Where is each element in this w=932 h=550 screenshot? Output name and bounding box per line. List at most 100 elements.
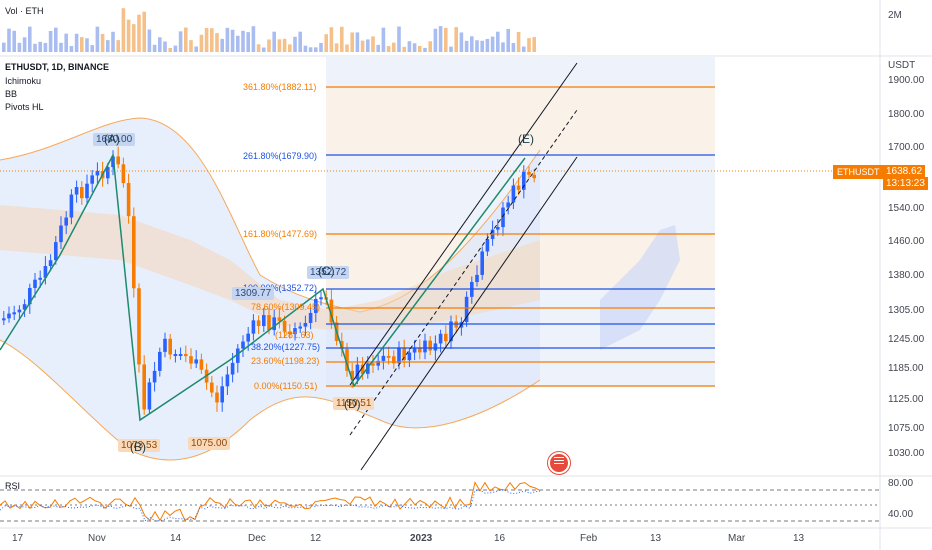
current-price-tag: 1638.62 xyxy=(883,165,926,178)
volume-bar xyxy=(267,39,271,52)
volume-bar xyxy=(386,46,391,52)
price-tick: 1460.00 xyxy=(888,236,925,247)
indicator-ichimoku[interactable]: Ichimoku xyxy=(5,76,42,86)
candle-body xyxy=(168,338,172,355)
fib-label-2618: 261.80%(1679.90) xyxy=(243,151,318,161)
volume-bar xyxy=(272,31,276,52)
candle-body xyxy=(137,288,141,365)
volume-bar xyxy=(288,44,292,52)
volume-bar xyxy=(324,34,328,52)
volume-bar xyxy=(511,43,516,52)
indicator-pivots[interactable]: Pivots HL xyxy=(5,102,44,112)
price-tick: 1245.00 xyxy=(888,334,925,345)
volume-bar xyxy=(308,47,313,52)
candle-body xyxy=(59,225,63,243)
volume-label: Vol · ETH xyxy=(5,6,44,16)
volume-bar xyxy=(74,33,79,52)
candle-body xyxy=(449,321,453,342)
volume-bar xyxy=(189,40,193,52)
volume-bar xyxy=(340,26,344,52)
candle-body xyxy=(80,187,84,199)
volume-bar xyxy=(225,27,230,52)
volume-bar xyxy=(246,32,250,52)
indicator-bb[interactable]: BB xyxy=(5,89,18,99)
candle-body xyxy=(360,364,365,374)
time-tick: Mar xyxy=(728,533,746,544)
bollinger-upper xyxy=(0,117,541,313)
wave-high-value: 1309.77 xyxy=(232,287,275,300)
volume-bar xyxy=(7,28,11,52)
candle-body xyxy=(402,347,406,361)
candle-body xyxy=(423,340,427,353)
volume-bar xyxy=(298,31,302,52)
candle-body xyxy=(225,374,230,387)
candle-body xyxy=(194,359,198,364)
candle-body xyxy=(43,266,48,278)
volume-bar xyxy=(22,37,27,52)
wave-e-letter: (E) xyxy=(518,132,534,146)
volume-bar xyxy=(334,43,339,52)
volume-bar xyxy=(173,45,178,52)
time-tick: 17 xyxy=(12,533,24,544)
volume-bar xyxy=(215,33,219,52)
volume-bar xyxy=(256,44,261,52)
volume-bar xyxy=(506,28,510,52)
candle-body xyxy=(527,171,531,175)
channel-mid xyxy=(349,109,578,436)
candle-body xyxy=(178,354,183,357)
volume-bar xyxy=(90,45,94,52)
volume-bar xyxy=(475,40,479,52)
candle-body xyxy=(506,202,510,208)
candle-body xyxy=(381,355,386,361)
volume-bar xyxy=(116,40,120,52)
wave-b-value: 1073.53 xyxy=(118,439,161,452)
candle-body xyxy=(54,242,58,261)
candle-body xyxy=(329,299,334,323)
volume-bar xyxy=(433,28,438,52)
rsi-signal-line xyxy=(0,489,541,522)
wave-a-value: 1680.00 xyxy=(93,133,136,146)
fib-label-100: 100.00%(1352.72) xyxy=(243,283,318,293)
volume-bar xyxy=(449,46,453,52)
candle-body xyxy=(152,370,157,383)
candle-body xyxy=(220,386,224,403)
candle-body xyxy=(522,171,526,190)
candle-body xyxy=(2,318,6,321)
candle-body xyxy=(314,298,318,313)
symbol-legend[interactable]: ETHUSDT, 1D, BINANCE xyxy=(5,62,110,72)
candle-body xyxy=(418,347,422,353)
volume-bar xyxy=(376,44,380,52)
candle-body xyxy=(132,216,136,289)
volume-bar xyxy=(470,36,474,52)
fib-label-0: 0.00%(1150.51) xyxy=(254,381,318,391)
countdown-tag: 13:13:23 xyxy=(883,177,928,190)
candle-body xyxy=(64,217,68,226)
volume-bar xyxy=(277,39,282,52)
volume-bar xyxy=(152,44,157,52)
volume-bar xyxy=(454,27,458,52)
channel-lower xyxy=(360,156,578,471)
rsi-label[interactable]: RSI xyxy=(5,481,21,491)
candle-body xyxy=(412,347,417,353)
wave-path xyxy=(0,152,526,422)
candle-body xyxy=(126,183,131,217)
time-tick: 2023 xyxy=(410,533,433,544)
candle-body xyxy=(246,333,250,342)
fib-label-mid: (1281.63) xyxy=(275,330,314,340)
volume-bar xyxy=(199,34,204,52)
rsi-tick-80: 80.00 xyxy=(888,478,914,489)
us-flag-icon[interactable] xyxy=(548,452,570,474)
candle-body xyxy=(386,355,391,358)
candle-body xyxy=(267,315,271,331)
candle-body xyxy=(308,312,313,323)
candle-body xyxy=(106,167,110,179)
wave-a-letter: (A) xyxy=(104,132,120,146)
volume-bar xyxy=(2,42,6,52)
volume-bar xyxy=(251,26,256,52)
candle-body xyxy=(475,274,479,283)
volume-bar xyxy=(210,28,214,52)
volume-bar xyxy=(381,27,386,52)
candle-body xyxy=(464,296,469,323)
volume-bar xyxy=(126,19,131,53)
